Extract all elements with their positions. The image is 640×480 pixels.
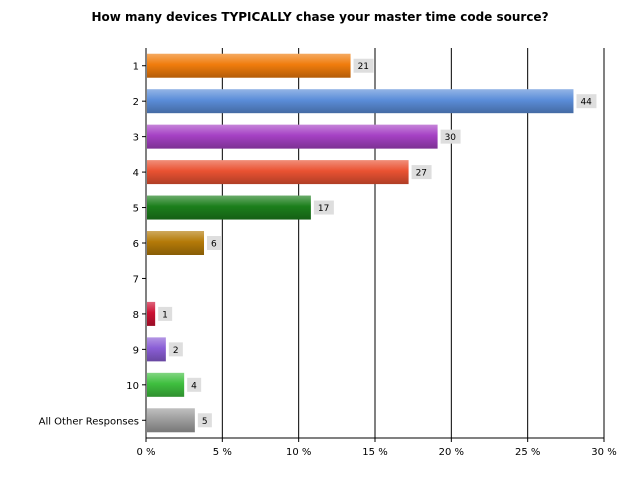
x-tick-label: 5 % [213, 447, 232, 458]
category-label: 4 [133, 168, 139, 179]
category-label: 10 [126, 381, 139, 392]
bar [147, 372, 185, 397]
category-label: 9 [133, 345, 139, 356]
data-label-bg [187, 377, 202, 392]
data-label-bg [353, 58, 374, 73]
bar [147, 408, 195, 433]
data-label-bg [576, 94, 597, 109]
category-label: 8 [133, 310, 139, 321]
data-label: 17 [318, 204, 329, 214]
category-label: 3 [133, 133, 139, 144]
data-label-bg [168, 342, 183, 357]
x-tick-label: 20 % [439, 447, 464, 458]
data-label: 1 [162, 310, 168, 320]
data-label: 21 [358, 62, 369, 72]
data-label: 5 [202, 417, 208, 427]
data-label-bg [158, 306, 173, 321]
x-tick-label: 25 % [515, 447, 540, 458]
category-label: All Other Responses [39, 416, 139, 427]
data-label-bg [207, 236, 222, 250]
data-label: 6 [211, 240, 217, 250]
data-label: 2 [173, 346, 179, 356]
data-label-bg [440, 129, 461, 144]
bar [147, 231, 205, 255]
x-tick-label: 0 % [136, 447, 155, 458]
bar [147, 53, 351, 78]
category-label: 5 [133, 204, 139, 215]
data-label: 30 [445, 133, 457, 143]
category-label: 6 [133, 239, 139, 250]
bar [147, 160, 409, 185]
data-label-bg [197, 413, 212, 428]
data-label: 27 [416, 169, 427, 179]
category-label: 2 [133, 97, 139, 108]
bar [147, 195, 311, 220]
bar [147, 124, 438, 149]
x-tick-label: 15 % [362, 447, 387, 458]
data-label: 44 [580, 98, 592, 108]
bar [147, 337, 166, 362]
x-tick-label: 30 % [591, 447, 616, 458]
category-label: 7 [133, 274, 139, 285]
bar [147, 89, 574, 114]
data-label-bg [313, 200, 334, 215]
category-label: 1 [133, 62, 139, 73]
bar [147, 301, 156, 326]
data-label: 4 [191, 381, 197, 391]
chart-title: How many devices TYPICALLY chase your ma… [91, 10, 549, 24]
data-label-bg [411, 165, 432, 180]
x-tick-label: 10 % [286, 447, 311, 458]
